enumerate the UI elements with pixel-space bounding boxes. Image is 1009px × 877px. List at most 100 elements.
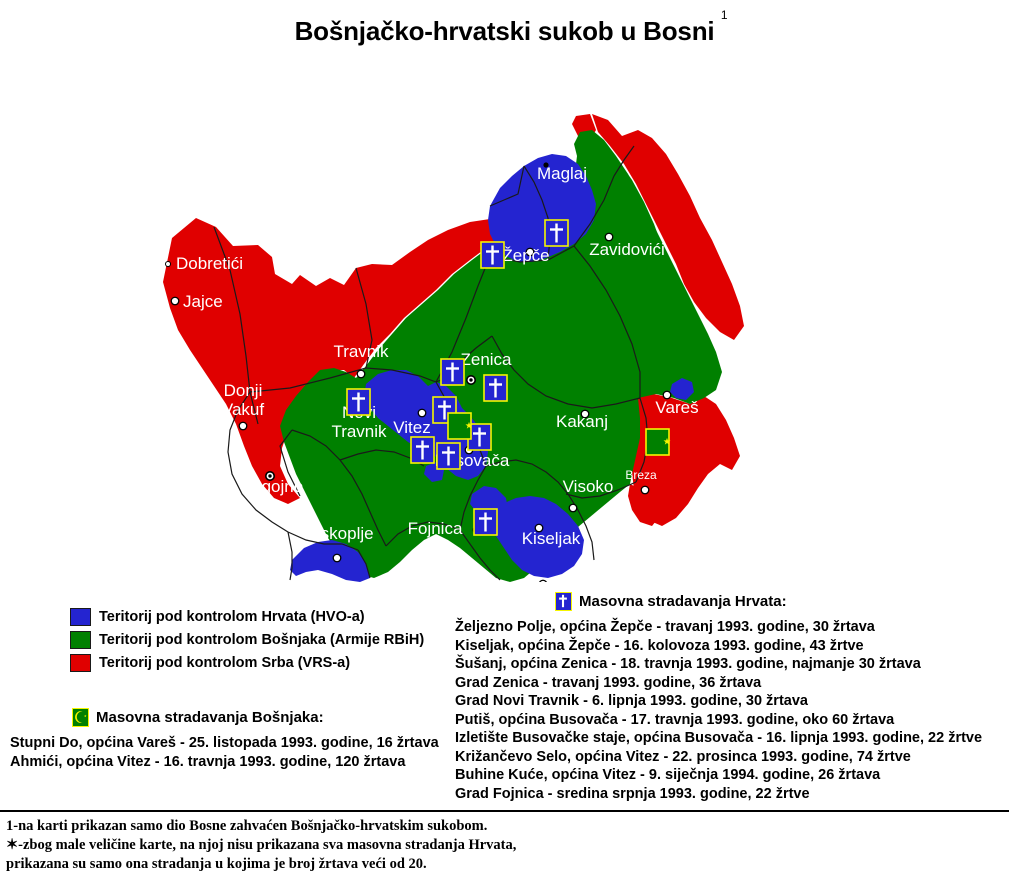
- legend-label-croat: Teritorij pod kontrolom Hrvata (HVO-a): [99, 608, 365, 625]
- city-label-vare-: Vareš: [655, 398, 698, 417]
- crescent-star-icon-star: [663, 437, 671, 445]
- city-label-uskoplje: Uskoplje: [308, 524, 373, 543]
- city-dot-core: [581, 410, 589, 418]
- cross-marker-susanj[interactable]: [440, 358, 465, 386]
- croat-massacres-heading: Masovna stradavanja Hrvata:: [579, 593, 787, 610]
- list-item: Kiseljak, općina Žepče - 16. kolovoza 19…: [455, 637, 864, 654]
- city-label-vakuf: Vakuf: [222, 400, 264, 419]
- legend-item-bosniak: Teritorij pod kontrolom Bošnjaka (Armije…: [70, 629, 424, 650]
- territory-croat-kiseljak-kresevo: [490, 496, 584, 578]
- list-item: Križančevo Selo, općina Vitez - 22. pros…: [455, 748, 911, 765]
- territory-croat-uskoplje: [290, 540, 370, 582]
- territory-serb-southeast-tail: [628, 484, 660, 526]
- croat-massacres-list: Željezno Polje, općina Žepče - travanj 1…: [455, 618, 1009, 803]
- list-item: Stupni Do, općina Vareš - 25. listopada …: [10, 735, 439, 751]
- city-label-fojnica: Fojnica: [408, 519, 463, 538]
- territory-serb-northeast: [592, 114, 744, 340]
- city-label-jajce: Jajce: [183, 292, 223, 311]
- bosniak-massacres-list: Stupni Do, općina Vareš - 25. listopada …: [10, 734, 455, 771]
- list-item: Izletište Busovačke staje, općina Busova…: [455, 730, 983, 746]
- city-dot-core: [526, 248, 534, 256]
- city-label-dobreti-i: Dobretići: [176, 254, 243, 273]
- cross-icon: [555, 592, 572, 611]
- city-dot-core: [469, 378, 473, 382]
- territory-serb-east: [632, 394, 740, 526]
- footnote-3: prikazana su samo ona stradanja u kojima…: [6, 856, 427, 872]
- list-item: Grad Fojnica - sredina srpnja 1993. godi…: [455, 785, 810, 802]
- cross-marker-buhine-kuce[interactable]: [436, 442, 461, 470]
- city-dot-core: [418, 409, 426, 417]
- cross-marker-kiseljak-zepce[interactable]: [480, 241, 505, 269]
- cross-marker-grad-fojnica[interactable]: [473, 508, 498, 536]
- legend: Teritorij pod kontrolom Hrvata (HVO-a) T…: [70, 606, 424, 675]
- massacre-marker-layer[interactable]: [346, 219, 671, 536]
- page-title-text: Bošnjačko-hrvatski sukob u Bosni: [294, 16, 715, 46]
- city-dot-core: [663, 391, 671, 399]
- territory-bosniak-zavidovici: [576, 136, 670, 282]
- territory-croat-zepce: [488, 154, 596, 262]
- city-dot: [539, 579, 547, 582]
- city-label--ep-e: Žepče: [502, 246, 549, 265]
- city-label-donji: Donji: [224, 381, 263, 400]
- list-item: Grad Zenica - travanj 1993. godine, 36 ž…: [455, 674, 762, 691]
- cross-marker-krizancevo-selo[interactable]: [410, 436, 435, 464]
- city-label-kiseljak: Kiseljak: [522, 529, 581, 548]
- list-item: Šušanj, općina Zenica - 18. travnja 1993…: [455, 656, 921, 672]
- city-label-zavidovi-i: Zavidovići: [589, 240, 665, 259]
- city-dot-core: [166, 262, 170, 266]
- city-dot-core: [333, 554, 341, 562]
- city-label-bugojno: Bugojno: [241, 477, 303, 496]
- list-item: Željezno Polje, općina Žepče - travanj 1…: [455, 619, 875, 635]
- footnote-1: 1-na karti prikazan samo dio Bosne zahva…: [6, 818, 488, 834]
- city-label-travnik: Travnik: [333, 342, 389, 361]
- list-item: Grad Novi Travnik - 6. lipnja 1993. godi…: [455, 693, 808, 709]
- city-label-vitez: Vitez: [393, 418, 431, 437]
- title-area: Bošnjačko-hrvatski sukob u Bosni 1: [0, 8, 1009, 47]
- list-item: Ahmići, općina Vitez - 16. travnja 1993.…: [10, 753, 406, 770]
- footnote-2: ✶-zbog male veličine karte, na njoj nisu…: [6, 837, 517, 853]
- bosniak-massacres-block: Masovna stradavanja Bošnjaka: Stupni Do,…: [10, 708, 455, 771]
- territory-croat-vares: [670, 378, 694, 400]
- city-label-breza: Breza: [625, 468, 657, 482]
- legend-label-serb: Teritorij pod kontrolom Srba (VRS-a): [99, 654, 351, 671]
- city-label-maglaj: Maglaj: [537, 164, 587, 183]
- city-dot-core: [605, 233, 613, 241]
- cross-marker-zeljezno-polje[interactable]: [544, 219, 569, 247]
- title-footnote-marker: 1: [720, 8, 728, 22]
- city-dot-core: [171, 297, 179, 305]
- croat-massacres-block: Masovna stradavanja Hrvata: Željezno Pol…: [455, 592, 1009, 803]
- city-dot-core: [268, 474, 272, 478]
- city-layer: Dobretići Jajce Maglaj Žepče Zavidovići Travn…: [165, 162, 699, 582]
- city-dot-core: [357, 370, 365, 378]
- city-label-zenica: Zenica: [460, 350, 512, 369]
- bosniak-massacres-heading: Masovna stradavanja Bošnjaka:: [96, 709, 324, 726]
- city-label-visoko: Visoko: [563, 477, 614, 496]
- crescent-star-icon: [72, 708, 89, 727]
- territory-serb-northwest: [163, 215, 512, 504]
- map-canvas[interactable]: Dobretići Jajce Maglaj Žepče Zavidovići Travn…: [0, 52, 1009, 582]
- list-item: Buhine Kuće, općina Vitez - 9. siječnja …: [455, 767, 881, 783]
- legend-item-serb: Teritorij pod kontrolom Srba (VRS-a): [70, 652, 424, 673]
- marker-box: [645, 428, 670, 456]
- city-dot-core: [641, 486, 649, 494]
- cross-marker-grad-zenica[interactable]: [483, 374, 508, 402]
- legend-swatch-bosniak: [70, 630, 91, 649]
- city-dot: [543, 162, 549, 168]
- list-item: Putiš, općina Busovača - 17. travnja 199…: [455, 711, 895, 728]
- legend-swatch-croat: [70, 607, 91, 626]
- crescent-marker-stupni-do[interactable]: [645, 428, 671, 456]
- crescent-star-icon-star: [465, 421, 473, 429]
- city-dot-core: [540, 580, 546, 582]
- footnote-divider: [0, 810, 1009, 812]
- city-label-travnik: Travnik: [331, 422, 387, 441]
- legend-item-croat: Teritorij pod kontrolom Hrvata (HVO-a): [70, 606, 424, 627]
- territory-bosniak-main: [280, 130, 722, 582]
- marker-box: [447, 412, 472, 440]
- cross-marker-grad-novi-travnik[interactable]: [346, 388, 371, 416]
- city-label-kakanj: Kakanj: [556, 412, 608, 431]
- crescent-marker-ahmici[interactable]: [447, 412, 473, 440]
- footnotes: 1-na karti prikazan samo dio Bosne zahva…: [6, 817, 1006, 874]
- legend-label-bosniak: Teritorij pod kontrolom Bošnjaka (Armije…: [99, 631, 425, 648]
- cross-marker-busovacke-staje[interactable]: [467, 423, 492, 451]
- page-title: Bošnjačko-hrvatski sukob u Bosni 1: [294, 8, 728, 47]
